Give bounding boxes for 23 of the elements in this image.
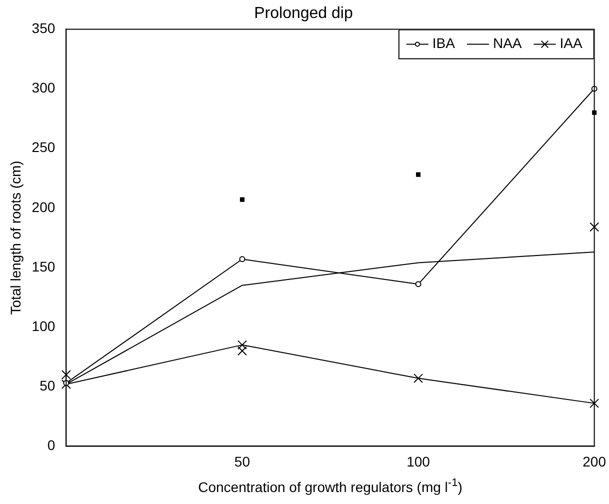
y-tick-label: 250: [32, 139, 56, 156]
y-tick-label: 350: [32, 20, 56, 36]
x-tick-label: 50: [234, 453, 250, 470]
point: [590, 398, 600, 408]
y-axis-title: Total length of roots (cm): [7, 160, 24, 315]
x-tick-label: 200: [582, 453, 606, 470]
y-tick-label: 150: [32, 258, 56, 274]
y-tick-label: 100: [32, 318, 56, 334]
point: [416, 172, 421, 177]
y-tick-label: 0: [47, 437, 56, 454]
legend-label: IAA: [560, 35, 583, 52]
chart-title: Prolonged dip: [254, 5, 353, 22]
legend-label: IBA: [432, 35, 456, 52]
x-tick-label: 100: [406, 453, 430, 470]
y-tick-label: 50: [40, 377, 56, 394]
point: [239, 256, 246, 262]
y-tick-label: 300: [32, 80, 56, 96]
point: [414, 374, 424, 384]
y-tick-label: 200: [32, 198, 56, 215]
point: [415, 281, 422, 288]
legend-label: NAA: [492, 35, 522, 52]
point: [240, 197, 244, 202]
point: [590, 222, 600, 232]
